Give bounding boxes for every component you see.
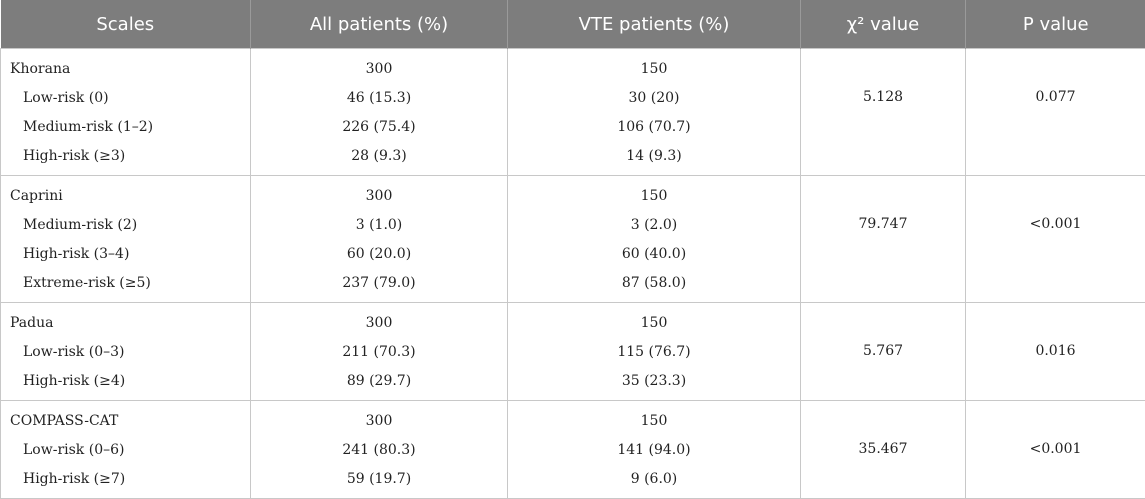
all-value: 46 (15.3)	[251, 88, 507, 117]
vte-value: 106 (70.7)	[508, 117, 800, 146]
table-row-khorana: Khorana Low-risk (0) Medium-risk (1–2) H…	[1, 49, 1145, 176]
table-row-caprini: Caprini Medium-risk (2) High-risk (3–4) …	[1, 176, 1145, 303]
p-value: <0.001	[966, 186, 1145, 234]
p-value-cell: <0.001	[966, 176, 1145, 303]
table-row-compass-cat: COMPASS-CAT Low-risk (0–6) High-risk (≥7…	[1, 401, 1145, 499]
scale-cell: Khorana Low-risk (0) Medium-risk (1–2) H…	[1, 49, 251, 176]
chi-square-value: 5.767	[801, 313, 965, 361]
all-value: 226 (75.4)	[251, 117, 507, 146]
chi-square-value: 5.128	[801, 59, 965, 107]
all-value: 60 (20.0)	[251, 244, 507, 273]
vte-total: 150	[508, 186, 800, 215]
vte-patients-cell: 150 3 (2.0) 60 (40.0) 87 (58.0)	[508, 176, 801, 303]
risk-label: Medium-risk (1–2)	[10, 117, 250, 146]
vte-value: 60 (40.0)	[508, 244, 800, 273]
scale-name: Padua	[10, 313, 250, 342]
p-value: 0.077	[966, 59, 1145, 107]
all-patients-cell: 300 3 (1.0) 60 (20.0) 237 (79.0)	[251, 176, 508, 303]
chi-square-cell: 5.767	[801, 303, 966, 401]
chi-square-value: 79.747	[801, 186, 965, 234]
p-value-cell: 0.077	[966, 49, 1145, 176]
all-total: 300	[251, 411, 507, 440]
all-value: 211 (70.3)	[251, 342, 507, 371]
vte-value: 141 (94.0)	[508, 440, 800, 469]
chi-square-value: 35.467	[801, 411, 965, 459]
header-vte-patients: VTE patients (%)	[508, 0, 801, 49]
scale-cell: Padua Low-risk (0–3) High-risk (≥4)	[1, 303, 251, 401]
vte-value: 35 (23.3)	[508, 371, 800, 400]
p-value-cell: 0.016	[966, 303, 1145, 401]
risk-label: High-risk (≥3)	[10, 146, 250, 175]
p-value: <0.001	[966, 411, 1145, 459]
risk-label: Low-risk (0–6)	[10, 440, 250, 469]
header-row: Scales All patients (%) VTE patients (%)…	[1, 0, 1145, 49]
risk-label: Medium-risk (2)	[10, 215, 250, 244]
vte-value: 30 (20)	[508, 88, 800, 117]
all-value: 59 (19.7)	[251, 469, 507, 498]
vte-total: 150	[508, 59, 800, 88]
table-header: Scales All patients (%) VTE patients (%)…	[1, 0, 1145, 49]
vte-value: 87 (58.0)	[508, 273, 800, 302]
chi-square-cell: 79.747	[801, 176, 966, 303]
vte-patients-cell: 150 141 (94.0) 9 (6.0)	[508, 401, 801, 499]
p-value-cell: <0.001	[966, 401, 1145, 499]
risk-label: Extreme-risk (≥5)	[10, 273, 250, 302]
all-patients-cell: 300 46 (15.3) 226 (75.4) 28 (9.3)	[251, 49, 508, 176]
header-chi-square: χ² value	[801, 0, 966, 49]
all-value: 28 (9.3)	[251, 146, 507, 175]
vte-value: 115 (76.7)	[508, 342, 800, 371]
all-patients-cell: 300 241 (80.3) 59 (19.7)	[251, 401, 508, 499]
header-all-patients: All patients (%)	[251, 0, 508, 49]
scale-name: Khorana	[10, 59, 250, 88]
header-p-value: P value	[966, 0, 1145, 49]
table-body: Khorana Low-risk (0) Medium-risk (1–2) H…	[1, 49, 1145, 499]
vte-patients-cell: 150 30 (20) 106 (70.7) 14 (9.3)	[508, 49, 801, 176]
all-total: 300	[251, 313, 507, 342]
scale-cell: COMPASS-CAT Low-risk (0–6) High-risk (≥7…	[1, 401, 251, 499]
chi-square-cell: 5.128	[801, 49, 966, 176]
chi-square-cell: 35.467	[801, 401, 966, 499]
all-total: 300	[251, 59, 507, 88]
all-patients-cell: 300 211 (70.3) 89 (29.7)	[251, 303, 508, 401]
risk-label: High-risk (3–4)	[10, 244, 250, 273]
vte-patients-cell: 150 115 (76.7) 35 (23.3)	[508, 303, 801, 401]
risk-label: High-risk (≥4)	[10, 371, 250, 400]
risk-label: Low-risk (0)	[10, 88, 250, 117]
vte-value: 3 (2.0)	[508, 215, 800, 244]
all-value: 237 (79.0)	[251, 273, 507, 302]
header-scales: Scales	[1, 0, 251, 49]
risk-label: Low-risk (0–3)	[10, 342, 250, 371]
all-value: 3 (1.0)	[251, 215, 507, 244]
scale-cell: Caprini Medium-risk (2) High-risk (3–4) …	[1, 176, 251, 303]
vte-total: 150	[508, 313, 800, 342]
all-total: 300	[251, 186, 507, 215]
vte-value: 9 (6.0)	[508, 469, 800, 498]
scale-name: Caprini	[10, 186, 250, 215]
table-row-padua: Padua Low-risk (0–3) High-risk (≥4) 300 …	[1, 303, 1145, 401]
scale-name: COMPASS-CAT	[10, 411, 250, 440]
vte-total: 150	[508, 411, 800, 440]
all-value: 241 (80.3)	[251, 440, 507, 469]
p-value: 0.016	[966, 313, 1145, 361]
risk-label: High-risk (≥7)	[10, 469, 250, 498]
all-value: 89 (29.7)	[251, 371, 507, 400]
vte-value: 14 (9.3)	[508, 146, 800, 175]
